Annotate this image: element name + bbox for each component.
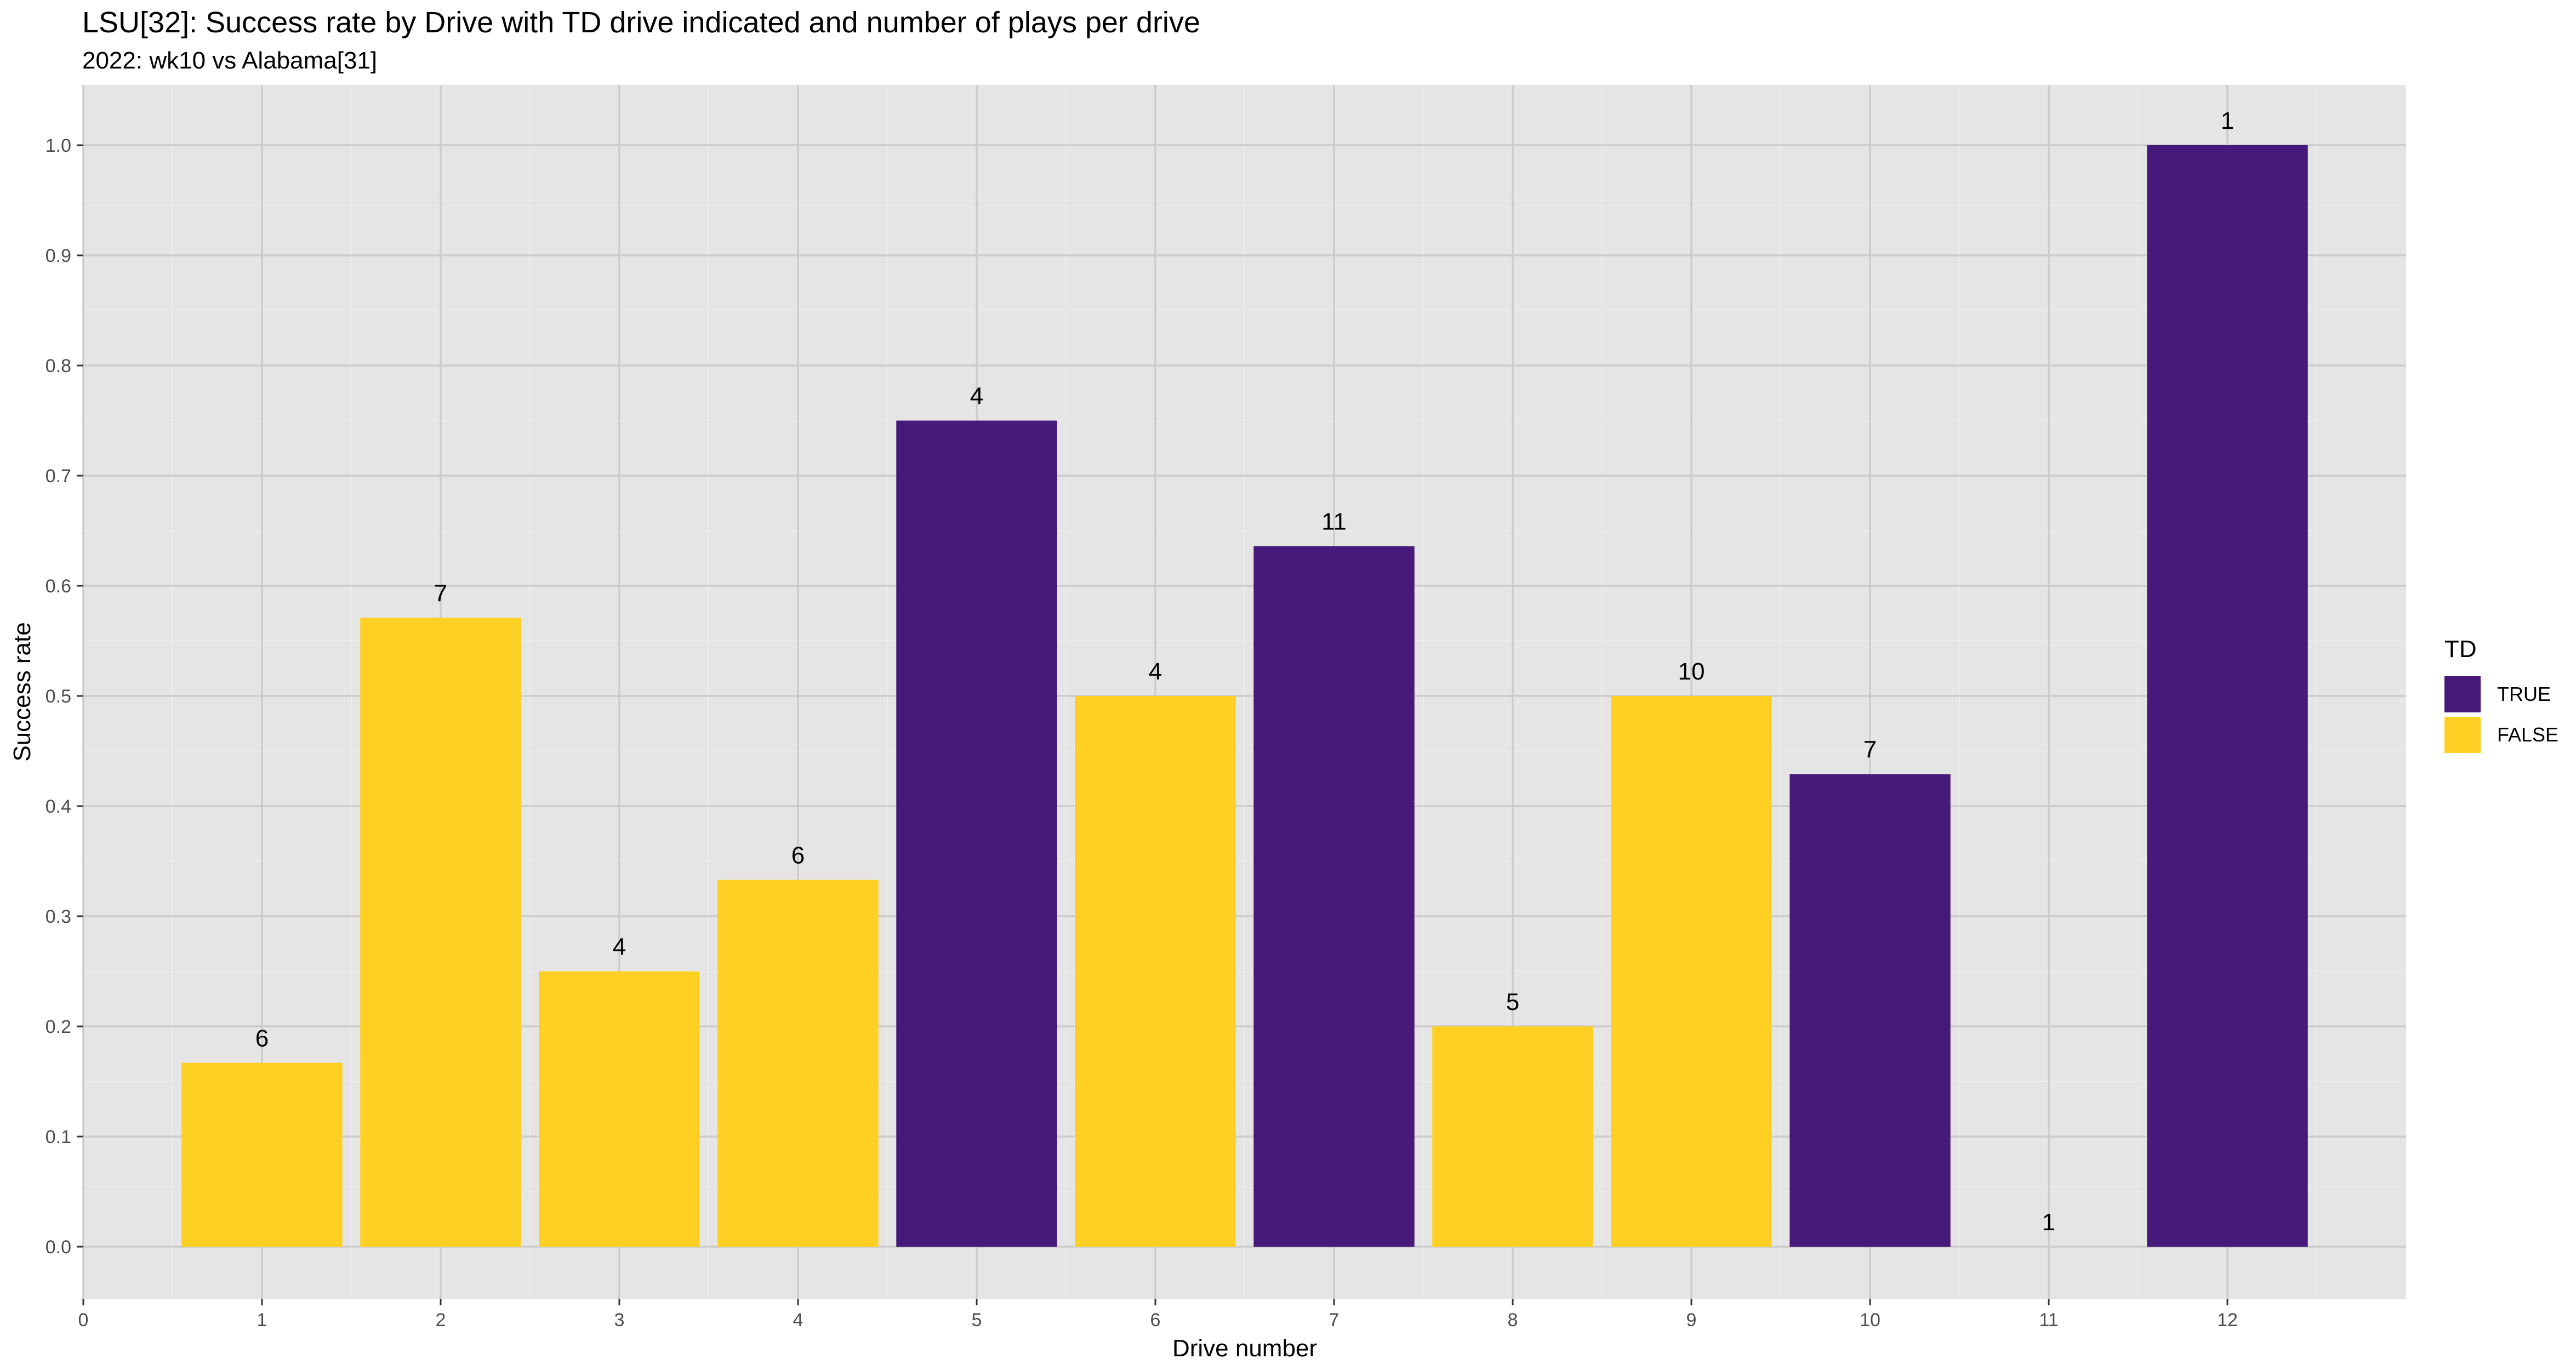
bar-label-drive-4: 6: [791, 842, 805, 869]
y-tick-label: 0.9: [45, 246, 71, 266]
y-tick-label: 1.0: [45, 135, 71, 156]
legend-item-false: FALSE: [2444, 715, 2558, 755]
legend-item-true: TRUE: [2444, 674, 2558, 715]
y-tick-label: 0.7: [45, 466, 71, 487]
y-axis-label: Success rate: [9, 622, 36, 761]
y-axis-ticks: 0.0 0.1 0.2 0.3 0.4 0.5 0.6 0.7 0.8 0.9 1.0: [45, 135, 83, 1258]
x-tick-label: 9: [1686, 1310, 1697, 1331]
y-tick-label: 0.3: [45, 906, 71, 927]
bar-label-drive-2: 7: [434, 580, 447, 607]
legend-label-false: FALSE: [2497, 723, 2559, 746]
bar-drive-8: [1432, 1026, 1593, 1247]
bar-label-drive-3: 4: [613, 934, 626, 961]
bar-drive-9: [1611, 696, 1772, 1247]
bar-label-drive-7: 11: [1321, 509, 1347, 535]
x-tick-label: 6: [1150, 1310, 1161, 1331]
bar-drive-4: [717, 880, 879, 1247]
y-tick-label: 0.5: [45, 686, 71, 707]
x-tick-label: 11: [2039, 1310, 2058, 1331]
y-tick-label: 0.6: [45, 576, 71, 597]
x-tick-label: 10: [1860, 1310, 1880, 1331]
bar-label-drive-5: 4: [970, 383, 983, 410]
legend: TD TRUE FALSE: [2444, 636, 2558, 755]
bar-label-drive-12: 1: [2221, 107, 2234, 134]
x-tick-label: 3: [614, 1310, 625, 1331]
legend-label-true: TRUE: [2497, 683, 2551, 705]
x-tick-label: 2: [436, 1310, 446, 1331]
bars: [181, 145, 2308, 1247]
x-tick-label: 12: [2217, 1310, 2238, 1331]
y-tick-label: 0.2: [45, 1017, 71, 1037]
x-axis-ticks: 0 1 2 3 4 5 6 7 8 9 10 11 12: [78, 1299, 2238, 1331]
bar-drive-5: [896, 420, 1057, 1247]
bar-label-drive-11: 1: [2042, 1209, 2055, 1236]
chart-subtitle: 2022: wk10 vs Alabama[31]: [82, 47, 378, 74]
bar-label-drive-9: 10: [1678, 658, 1705, 685]
x-tick-label: 4: [793, 1310, 803, 1331]
chart-title: LSU[32]: Success rate by Drive with TD d…: [82, 6, 1200, 39]
x-tick-label: 1: [257, 1310, 267, 1331]
bar-label-drive-10: 7: [1863, 737, 1877, 763]
bar-label-drive-1: 6: [255, 1025, 269, 1052]
y-tick-label: 0.1: [45, 1127, 71, 1148]
bar-drive-10: [1789, 774, 1951, 1247]
bar-label-drive-8: 5: [1506, 989, 1519, 1015]
x-tick-label: 0: [78, 1310, 89, 1331]
bar-drive-7: [1253, 546, 1415, 1247]
legend-swatch-false: [2444, 717, 2481, 753]
legend-swatch-true: [2444, 676, 2481, 712]
x-tick-label: 5: [972, 1310, 982, 1331]
bar-drive-2: [360, 618, 521, 1247]
y-tick-label: 0.4: [45, 796, 71, 817]
bar-label-drive-6: 4: [1149, 658, 1162, 685]
y-tick-label: 0.0: [45, 1237, 71, 1258]
x-tick-label: 7: [1329, 1310, 1340, 1331]
bar-drive-6: [1075, 696, 1236, 1247]
x-axis-label: Drive number: [1172, 1335, 1317, 1362]
bar-drive-12: [2147, 145, 2308, 1247]
legend-title: TD: [2444, 636, 2477, 663]
x-tick-label: 8: [1508, 1310, 1518, 1331]
bar-drive-3: [539, 971, 700, 1247]
y-tick-label: 0.8: [45, 356, 71, 376]
bar-drive-1: [181, 1063, 343, 1247]
